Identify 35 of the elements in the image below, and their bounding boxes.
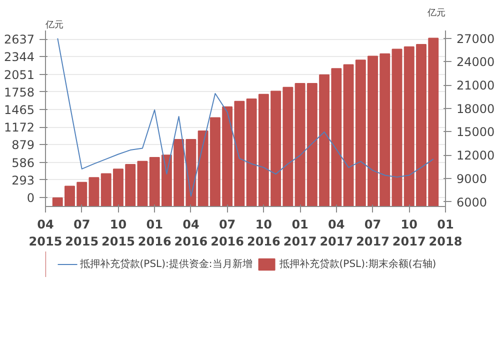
x-tick-label: 10 2016 <box>246 218 280 248</box>
y2-tick-label: 18000 <box>456 102 495 116</box>
text: 亿元 <box>426 8 446 18</box>
y2-tick-label: 9000 <box>456 172 488 186</box>
y2-tick-label: 27000 <box>456 32 495 46</box>
x-tick-label: 01 2016 <box>138 218 172 248</box>
legend-label: 抵押补充贷款(PSL):期末余额(右轴) <box>279 258 436 271</box>
x-tick-label: 04 2016 <box>174 218 208 248</box>
x-tick-label: 04 2015 <box>28 218 62 248</box>
y-tick-label: 2637 <box>4 32 35 47</box>
y2-tick-label: 15000 <box>456 125 495 140</box>
line-series <box>57 38 434 197</box>
y2-tick-label: 21000 <box>456 78 495 93</box>
y-tick-label: 293 <box>12 173 34 188</box>
y-tick-label: 586 <box>12 156 34 170</box>
x-tick-label: 04 2017 <box>320 218 354 248</box>
text: 亿元 <box>44 20 64 30</box>
y-tick-label: 1465 <box>4 102 35 117</box>
y-tick-label: 1758 <box>4 85 35 100</box>
x-tick-label: 10 2015 <box>102 218 135 248</box>
x-tick-label: 07 2017 <box>356 218 390 248</box>
y-tick-label: 0 <box>26 190 35 205</box>
y-tick-label: 879 <box>12 138 34 152</box>
y-tick-label: 2344 <box>4 50 35 64</box>
x-tick-label: 01 2018 <box>428 218 462 248</box>
x-tick-label: 07 2015 <box>65 218 99 248</box>
y2-tick-label: 24000 <box>456 55 495 70</box>
x-tick-label: 10 2017 <box>392 218 426 248</box>
x-tick-label: 07 2016 <box>210 218 244 248</box>
y-tick-label: 1172 <box>4 120 35 135</box>
y2-tick-label: 6000 <box>456 195 488 210</box>
x-tick-label: 01 2017 <box>283 218 317 248</box>
legend-label: 抵押补充贷款(PSL):提供资金:当月新增 <box>80 258 252 271</box>
y-tick-label: 2051 <box>4 68 35 82</box>
y2-tick-label: 12000 <box>456 148 495 163</box>
